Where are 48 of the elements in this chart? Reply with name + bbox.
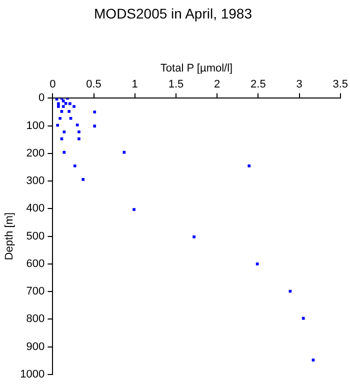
x-tick-label: 3 [296, 78, 302, 91]
point [57, 102, 60, 106]
y-tick-label: 100 [26, 120, 45, 132]
y-tick-label: 0 [38, 92, 45, 104]
point [76, 124, 79, 126]
y-axis-title: Depth [m] [4, 212, 16, 260]
point [93, 124, 96, 128]
point [248, 164, 251, 168]
x-tick-label: 2 [214, 78, 220, 91]
y-tick-label: 600 [26, 258, 45, 270]
y-tick-label: 900 [26, 340, 45, 353]
x-tick-label: 0 [50, 78, 56, 91]
point [302, 316, 305, 320]
point [82, 178, 84, 181]
point [73, 164, 76, 168]
x-tick-label: 2.5 [250, 78, 266, 91]
x-tick-label: 1.5 [168, 78, 184, 91]
point [64, 102, 68, 105]
y-tick-label: 300 [26, 175, 45, 188]
point [58, 116, 62, 120]
y-tick-label: 1000 [20, 368, 45, 380]
point [60, 110, 64, 113]
point [56, 124, 60, 127]
x-axis-title: Total P [µmol/l] [160, 62, 233, 74]
point [68, 110, 71, 113]
x-tick-label: 3.5 [332, 78, 348, 91]
y-tick-label: 200 [26, 147, 45, 160]
point [72, 105, 76, 108]
point [62, 105, 65, 108]
y-tick-label: 400 [26, 202, 45, 215]
point [78, 130, 80, 134]
point [62, 130, 66, 134]
point [57, 105, 60, 108]
x-tick-label: 0.5 [86, 78, 102, 91]
point [132, 208, 136, 211]
chart-title: MODS2005 in April, 1983 [94, 5, 252, 22]
point [256, 262, 259, 266]
point [78, 137, 80, 140]
point [68, 102, 72, 106]
point [69, 116, 72, 120]
point [192, 235, 196, 238]
y-tick-label: 500 [26, 230, 45, 242]
point [312, 358, 315, 362]
point [93, 110, 96, 114]
point [62, 100, 65, 102]
x-tick-label: 1 [132, 78, 138, 91]
y-tick-label: 800 [26, 313, 45, 326]
y-tick-label: 700 [26, 286, 45, 298]
